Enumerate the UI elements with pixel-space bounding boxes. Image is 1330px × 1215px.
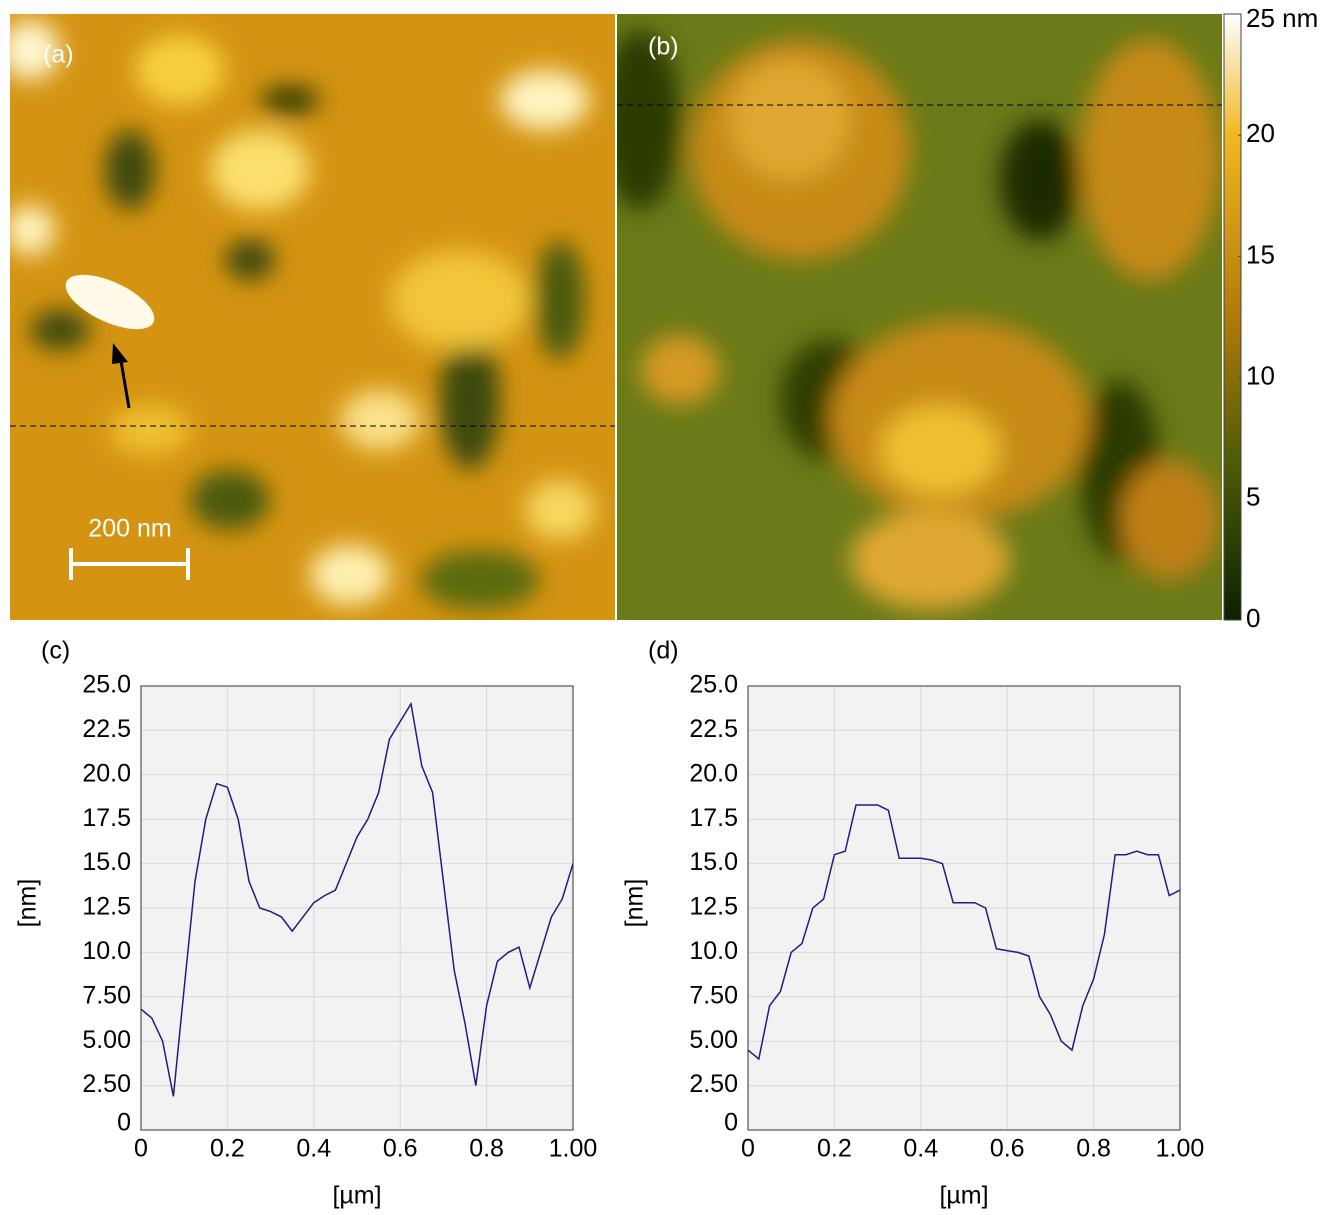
y-tick-label: 0 [724,1109,738,1137]
y-tick-label: 0 [117,1109,131,1137]
y-tick-label: 10.0 [82,937,131,965]
x-tick-label: 0.2 [210,1135,245,1163]
panel-label: (b) [648,33,679,61]
x-tick-label: 0 [134,1135,148,1163]
x-tick-label: 0.6 [383,1135,418,1163]
x-axis-label: [µm] [939,1182,988,1210]
y-tick-label: 15.0 [82,848,131,876]
x-tick-label: 0 [741,1135,755,1163]
page: {"images":{"panels":["(a)","(b)"],"scale… [0,0,1330,1215]
figure: (a) (b) 200 nm 0 5 10 15 20 25 nm 0 2.50 5.00 7.5… [0,0,1330,1215]
colorbar-tick-label: 5 [1246,482,1260,512]
y-tick-label: 17.5 [689,804,738,832]
y-tick-label: 20.0 [82,759,131,787]
y-tick-label: 2.50 [82,1070,131,1098]
colorbar-tick-label: 25 nm [1246,3,1318,33]
y-tick-label: 15.0 [689,848,738,876]
panel-label: (c) [41,637,70,665]
colorbar [1224,14,1241,620]
y-tick-label: 5.00 [82,1026,131,1054]
scale-bar-label: 200 nm [88,515,171,543]
y-tick-label: 2.50 [689,1070,738,1098]
afm-image-b [600,14,1222,620]
colorbar-tick-label: 0 [1246,603,1260,633]
colorbar-tick-label: 10 [1246,360,1275,390]
y-tick-label: 25.0 [689,671,738,699]
x-tick-label: 0.2 [817,1135,852,1163]
colorbar-tick-label: 20 [1246,118,1275,148]
y-tick-label: 22.5 [82,715,131,743]
x-tick-label: 1.00 [1156,1135,1205,1163]
x-axis-label: [µm] [332,1182,381,1210]
y-tick-label: 12.5 [689,893,738,921]
x-tick-label: 1.00 [549,1135,598,1163]
y-axis-label: [nm] [14,879,42,928]
y-tick-label: 22.5 [689,715,738,743]
panel-label: (d) [648,637,679,665]
x-tick-label: 0.8 [1076,1135,1111,1163]
y-tick-label: 25.0 [82,671,131,699]
y-tick-label: 10.0 [689,937,738,965]
y-tick-label: 5.00 [689,1026,738,1054]
y-axis-label: [nm] [621,879,649,928]
y-tick-label: 17.5 [82,804,131,832]
y-tick-label: 20.0 [689,759,738,787]
x-tick-label: 0.4 [903,1135,938,1163]
y-tick-label: 7.50 [689,981,738,1009]
panel-label: (a) [43,41,74,69]
x-tick-label: 0.6 [990,1135,1025,1163]
colorbar-tick-label: 15 [1246,239,1275,269]
x-tick-label: 0.4 [296,1135,331,1163]
y-tick-label: 7.50 [82,981,131,1009]
y-tick-label: 12.5 [82,893,131,921]
x-tick-label: 0.8 [469,1135,504,1163]
